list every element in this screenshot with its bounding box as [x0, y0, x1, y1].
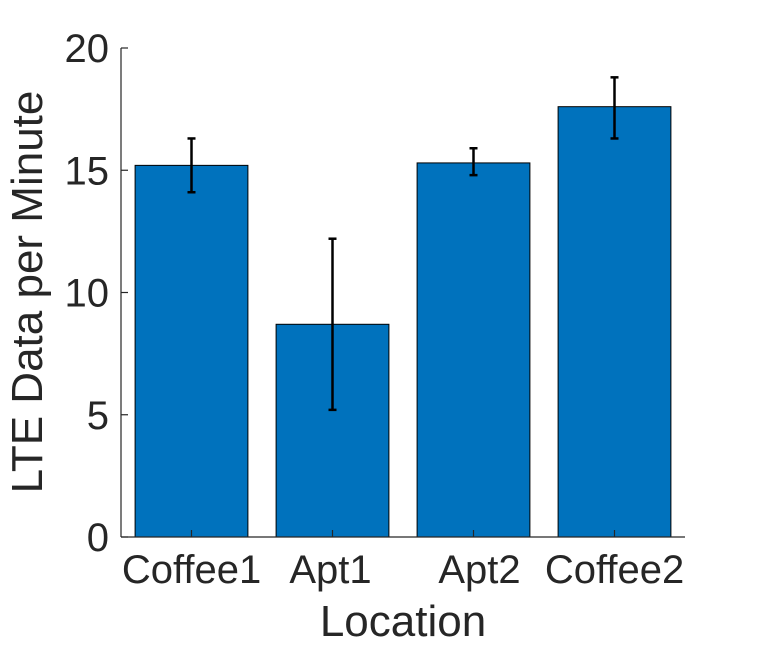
- y-tick-label: 20: [65, 27, 110, 71]
- y-tick-label: 5: [87, 394, 109, 438]
- axes-group: 0 5 10 15 20 Coffee1 Apt1 Apt2 Coffee2: [65, 27, 685, 592]
- error-bar-coffee1: [187, 137, 196, 194]
- error-bar-apt1: [328, 237, 337, 412]
- error-bars-group: [187, 76, 619, 412]
- x-tick-label: Apt2: [438, 548, 520, 592]
- bar-coffee2: [557, 106, 672, 538]
- error-bar-coffee2: [610, 76, 619, 140]
- y-tick-label: 0: [87, 516, 109, 560]
- x-tick-label: Coffee2: [545, 548, 684, 592]
- y-tick-label: 10: [65, 272, 110, 316]
- x-tick-label: Coffee1: [122, 548, 261, 592]
- x-tick-label: Apt1: [289, 548, 371, 592]
- bar-apt2: [416, 162, 531, 538]
- y-tick-label: 15: [65, 149, 110, 193]
- bar-coffee1: [134, 164, 249, 538]
- y-axis-title: LTE Data per Minute: [3, 91, 52, 494]
- x-axis-title: Location: [320, 597, 486, 646]
- error-bar-apt2: [469, 146, 478, 177]
- bars-group: [134, 106, 672, 538]
